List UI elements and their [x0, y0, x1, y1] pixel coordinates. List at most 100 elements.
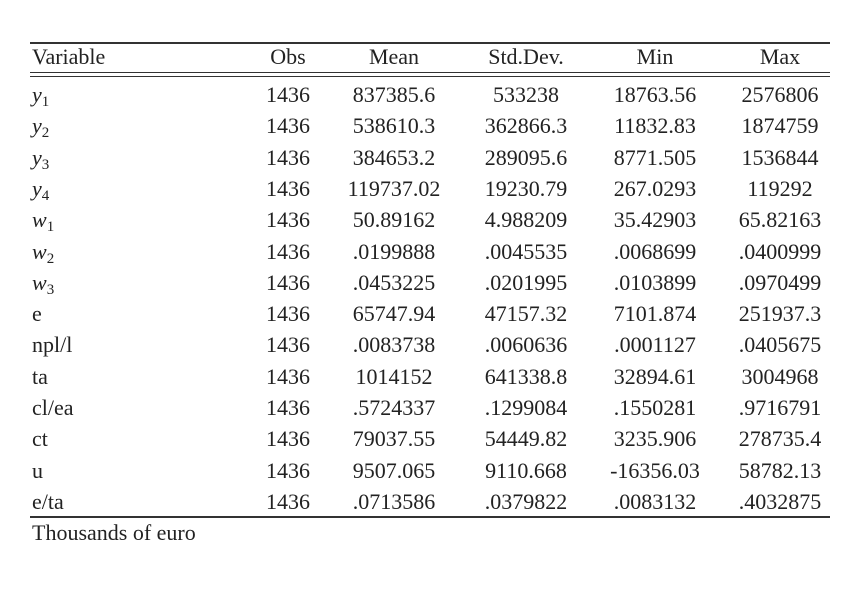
header-cell: Variable: [32, 44, 106, 69]
value-cell: .0970499: [738, 269, 822, 295]
variable-cell: ct: [32, 426, 48, 452]
value-cell: 1436: [266, 269, 310, 295]
value-cell: 1436: [266, 175, 310, 201]
value-cell: 47157.32: [484, 301, 568, 327]
value-cell: 1014152: [355, 363, 433, 389]
value-cell: 278735.4: [738, 426, 822, 452]
value-cell: 362866.3: [484, 113, 568, 139]
value-cell: 1436: [266, 395, 310, 420]
value-cell: 1536844: [741, 144, 819, 170]
value-cell: 1436: [266, 82, 310, 107]
value-cell: 18763.56: [613, 82, 697, 107]
value-cell: 837385.6: [352, 82, 436, 107]
value-cell: 1436: [266, 207, 310, 233]
value-cell: .0068699: [613, 238, 697, 264]
value-cell: 8771.505: [613, 144, 697, 170]
value-cell: .0001127: [614, 332, 696, 358]
value-cell: 50.89162: [352, 207, 436, 233]
value-cell: 58782.13: [738, 457, 822, 483]
variable-symbol: y: [32, 175, 42, 201]
variable-subscript: 3: [41, 156, 50, 173]
value-cell: 289095.6: [484, 144, 568, 170]
variable-symbol: y: [32, 113, 42, 139]
value-cell: 1436: [266, 144, 310, 170]
value-cell: 19230.79: [484, 175, 568, 201]
value-cell: .0400999: [738, 238, 822, 264]
value-cell: 641338.8: [484, 363, 568, 389]
value-cell: 32894.61: [613, 363, 697, 389]
variable-symbol: w: [32, 238, 47, 264]
value-cell: 1436: [266, 332, 310, 358]
value-cell: .1550281: [613, 395, 697, 420]
value-cell: 1436: [266, 363, 310, 389]
value-cell: 1436: [266, 426, 310, 452]
variable-symbol: y: [32, 82, 42, 107]
value-cell: .0083132: [613, 488, 697, 514]
value-cell: .4032875: [738, 488, 822, 514]
value-cell: 1436: [266, 488, 310, 514]
variable-cell: e/ta: [32, 488, 64, 514]
value-cell: 11832.83: [614, 113, 696, 139]
value-cell: 119292: [747, 175, 813, 201]
header-cell: Std.Dev.: [488, 44, 564, 69]
value-cell: 2576806: [741, 82, 819, 107]
header-rule: [30, 76, 830, 77]
variable-subscript: 3: [46, 281, 55, 298]
value-cell: 1436: [266, 238, 310, 264]
note: Thousands of euro: [32, 520, 196, 545]
variable-cell: y2: [32, 113, 49, 146]
value-cell: .0199888: [352, 238, 436, 264]
value-cell: 533238: [493, 82, 559, 107]
variable-symbol: w: [32, 269, 47, 295]
header-cell: Max: [759, 44, 801, 69]
variable-cell: ta: [32, 363, 48, 389]
value-cell: 251937.3: [738, 301, 822, 327]
value-cell: 9507.065: [352, 457, 436, 483]
variable-cell: u: [32, 457, 43, 483]
value-cell: 65747.94: [352, 301, 436, 327]
value-cell: 79037.55: [352, 426, 436, 452]
header-cell: Obs: [270, 44, 306, 69]
variable-subscript: 4: [41, 187, 50, 204]
value-cell: -16356.03: [610, 457, 700, 483]
variable-cell: y3: [32, 145, 49, 178]
variable-subscript: 1: [46, 219, 55, 236]
header-cell: Mean: [368, 44, 420, 69]
variable-subscript: 2: [46, 250, 55, 267]
bottom-rule: [30, 516, 830, 518]
variable-subscript: 1: [41, 94, 50, 110]
header-cell: Min: [636, 44, 674, 69]
variable-symbol: w: [32, 207, 47, 233]
value-cell: 54449.82: [484, 426, 568, 452]
value-cell: 267.0293: [613, 175, 697, 201]
value-cell: .0379822: [484, 488, 568, 514]
top-rule: [30, 42, 830, 44]
value-cell: 538610.3: [352, 113, 436, 139]
variable-cell: w1: [32, 207, 54, 240]
value-cell: 1436: [266, 457, 310, 483]
value-cell: 35.42903: [613, 207, 697, 233]
variable-cell: npl/l: [32, 332, 73, 358]
header-rule: [30, 72, 830, 73]
value-cell: 7101.874: [613, 301, 697, 327]
value-cell: .9716791: [738, 395, 822, 420]
value-cell: 3235.906: [613, 426, 697, 452]
value-cell: .1299084: [484, 395, 568, 420]
variable-subscript: 2: [41, 125, 50, 142]
value-cell: 1874759: [741, 113, 819, 139]
variable-symbol: y: [32, 144, 42, 170]
value-cell: 9110.668: [485, 457, 567, 483]
variable-cell: cl/ea: [32, 395, 74, 420]
value-cell: .0083738: [352, 332, 436, 358]
variable-cell: w2: [32, 239, 54, 272]
value-cell: .0405675: [738, 332, 822, 358]
value-cell: .0713586: [352, 488, 436, 514]
value-cell: .0045535: [484, 238, 568, 264]
value-cell: 4.988209: [484, 207, 568, 233]
value-cell: .0060636: [484, 332, 568, 358]
value-cell: .0453225: [352, 269, 436, 295]
value-cell: 65.82163: [738, 207, 822, 233]
value-cell: 384653.2: [352, 144, 436, 170]
value-cell: 119737.02: [347, 175, 441, 201]
value-cell: .5724337: [352, 395, 436, 420]
